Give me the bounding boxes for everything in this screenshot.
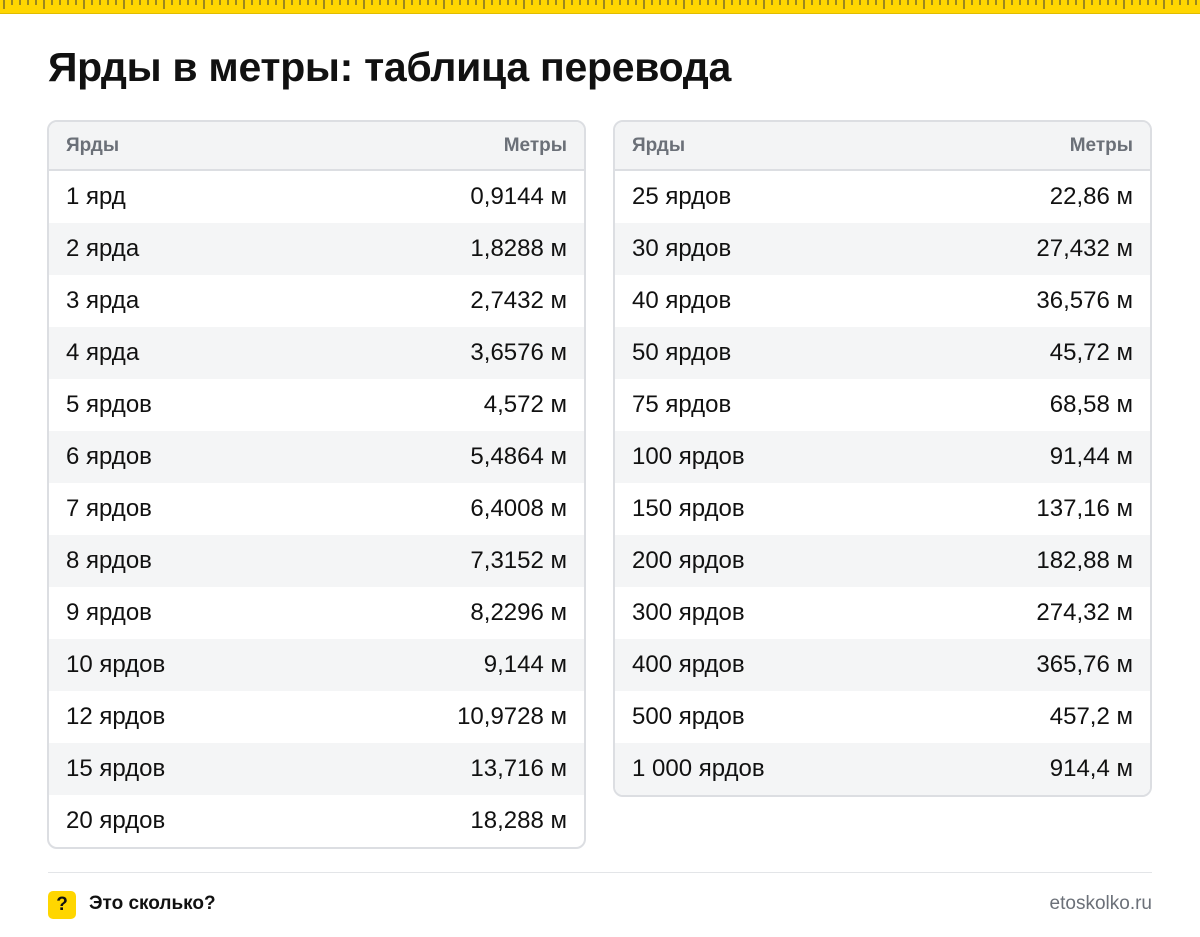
yards-cell: 20 ярдов xyxy=(66,807,166,834)
meters-cell: 2,7432 м xyxy=(470,287,567,314)
yards-cell: 9 ярдов xyxy=(66,599,152,626)
page-title: Ярды в метры: таблица перевода xyxy=(48,44,732,90)
question-mark-icon: ? xyxy=(48,891,76,919)
table-row: 30 ярдов 27,432 м xyxy=(615,223,1150,275)
yards-cell: 3 ярда xyxy=(66,287,140,314)
table-row: 15 ярдов 13,716 м xyxy=(49,743,584,795)
table-row: 50 ярдов 45,72 м xyxy=(615,327,1150,379)
yards-cell: 75 ярдов xyxy=(632,391,732,418)
yards-cell: 5 ярдов xyxy=(66,391,152,418)
meters-cell: 10,9728 м xyxy=(457,703,567,730)
meters-cell: 4,572 м xyxy=(483,391,567,418)
meters-cell: 182,88 м xyxy=(1036,547,1133,574)
table-header: Ярды Метры xyxy=(49,122,584,171)
table-row: 3 ярда 2,7432 м xyxy=(49,275,584,327)
meters-cell: 6,4008 м xyxy=(470,495,567,522)
yards-cell: 40 ярдов xyxy=(632,287,732,314)
table-body: 25 ярдов 22,86 м 30 ярдов 27,432 м 40 ярдо… xyxy=(615,171,1150,795)
yards-cell: 100 ярдов xyxy=(632,443,745,470)
meters-cell: 274,32 м xyxy=(1036,599,1133,626)
meters-cell: 457,2 м xyxy=(1049,703,1133,730)
yards-cell: 6 ярдов xyxy=(66,443,152,470)
yards-cell: 2 ярда xyxy=(66,235,140,262)
table-row: 7 ярдов 6,4008 м xyxy=(49,483,584,535)
meters-cell: 3,6576 м xyxy=(470,339,567,366)
table-row: 100 ярдов 91,44 м xyxy=(615,431,1150,483)
column-header-meters: Метры xyxy=(503,134,567,156)
site-url: etoskolko.ru xyxy=(1049,893,1152,914)
meters-cell: 13,716 м xyxy=(470,755,567,782)
table-row: 20 ярдов 18,288 м xyxy=(49,795,584,847)
meters-cell: 36,576 м xyxy=(1036,287,1133,314)
table-header: Ярды Метры xyxy=(615,122,1150,171)
table-row: 150 ярдов 137,16 м xyxy=(615,483,1150,535)
table-row: 12 ярдов 10,9728 м xyxy=(49,691,584,743)
table-row: 40 ярдов 36,576 м xyxy=(615,275,1150,327)
yards-cell: 150 ярдов xyxy=(632,495,745,522)
meters-cell: 18,288 м xyxy=(470,807,567,834)
column-header-yards: Ярды xyxy=(632,134,686,156)
ruler-strip xyxy=(0,0,1200,14)
meters-cell: 8,2296 м xyxy=(470,599,567,626)
yards-cell: 400 ярдов xyxy=(632,651,745,678)
table-row: 1 ярд 0,9144 м xyxy=(49,171,584,223)
column-header-yards: Ярды xyxy=(66,134,120,156)
table-row: 500 ярдов 457,2 м xyxy=(615,691,1150,743)
table-row: 10 ярдов 9,144 м xyxy=(49,639,584,691)
table-row: 9 ярдов 8,2296 м xyxy=(49,587,584,639)
meters-cell: 45,72 м xyxy=(1049,339,1133,366)
yards-cell: 30 ярдов xyxy=(632,235,732,262)
yards-cell: 300 ярдов xyxy=(632,599,745,626)
meters-cell: 9,144 м xyxy=(483,651,567,678)
yards-cell: 10 ярдов xyxy=(66,651,166,678)
column-header-meters: Метры xyxy=(1069,134,1133,156)
meters-cell: 22,86 м xyxy=(1049,183,1133,210)
yards-cell: 4 ярда xyxy=(66,339,140,366)
meters-cell: 91,44 м xyxy=(1049,443,1133,470)
yards-cell: 7 ярдов xyxy=(66,495,152,522)
meters-cell: 7,3152 м xyxy=(470,547,567,574)
table-row: 75 ярдов 68,58 м xyxy=(615,379,1150,431)
yards-cell: 8 ярдов xyxy=(66,547,152,574)
conversion-table-right: Ярды Метры 25 ярдов 22,86 м 30 ярдов 27,43… xyxy=(613,120,1152,797)
table-row: 1 000 ярдов 914,4 м xyxy=(615,743,1150,795)
yards-cell: 15 ярдов xyxy=(66,755,166,782)
yards-cell: 12 ярдов xyxy=(66,703,166,730)
meters-cell: 5,4864 м xyxy=(470,443,567,470)
yards-cell: 1 000 ярдов xyxy=(632,755,765,782)
meters-cell: 365,76 м xyxy=(1036,651,1133,678)
meters-cell: 68,58 м xyxy=(1049,391,1133,418)
table-body: 1 ярд 0,9144 м 2 ярда 1,8288 м 3 ярда 2,743… xyxy=(49,171,584,847)
table-row: 300 ярдов 274,32 м xyxy=(615,587,1150,639)
table-row: 200 ярдов 182,88 м xyxy=(615,535,1150,587)
ruler-ticks xyxy=(3,0,1197,9)
table-row: 400 ярдов 365,76 м xyxy=(615,639,1150,691)
yards-cell: 1 ярд xyxy=(66,183,126,210)
table-row: 25 ярдов 22,86 м xyxy=(615,171,1150,223)
meters-cell: 137,16 м xyxy=(1036,495,1133,522)
meters-cell: 0,9144 м xyxy=(470,183,567,210)
meters-cell: 914,4 м xyxy=(1049,755,1133,782)
conversion-table-left: Ярды Метры 1 ярд 0,9144 м 2 ярда 1,8288 м … xyxy=(47,120,586,849)
brand-name: Это сколько? xyxy=(89,893,216,914)
yards-cell: 50 ярдов xyxy=(632,339,732,366)
meters-cell: 27,432 м xyxy=(1036,235,1133,262)
footer-divider xyxy=(48,872,1152,873)
table-row: 5 ярдов 4,572 м xyxy=(49,379,584,431)
table-row: 6 ярдов 5,4864 м xyxy=(49,431,584,483)
table-row: 2 ярда 1,8288 м xyxy=(49,223,584,275)
yards-cell: 200 ярдов xyxy=(632,547,745,574)
yards-cell: 500 ярдов xyxy=(632,703,745,730)
table-row: 8 ярдов 7,3152 м xyxy=(49,535,584,587)
yards-cell: 25 ярдов xyxy=(632,183,732,210)
meters-cell: 1,8288 м xyxy=(470,235,567,262)
table-row: 4 ярда 3,6576 м xyxy=(49,327,584,379)
